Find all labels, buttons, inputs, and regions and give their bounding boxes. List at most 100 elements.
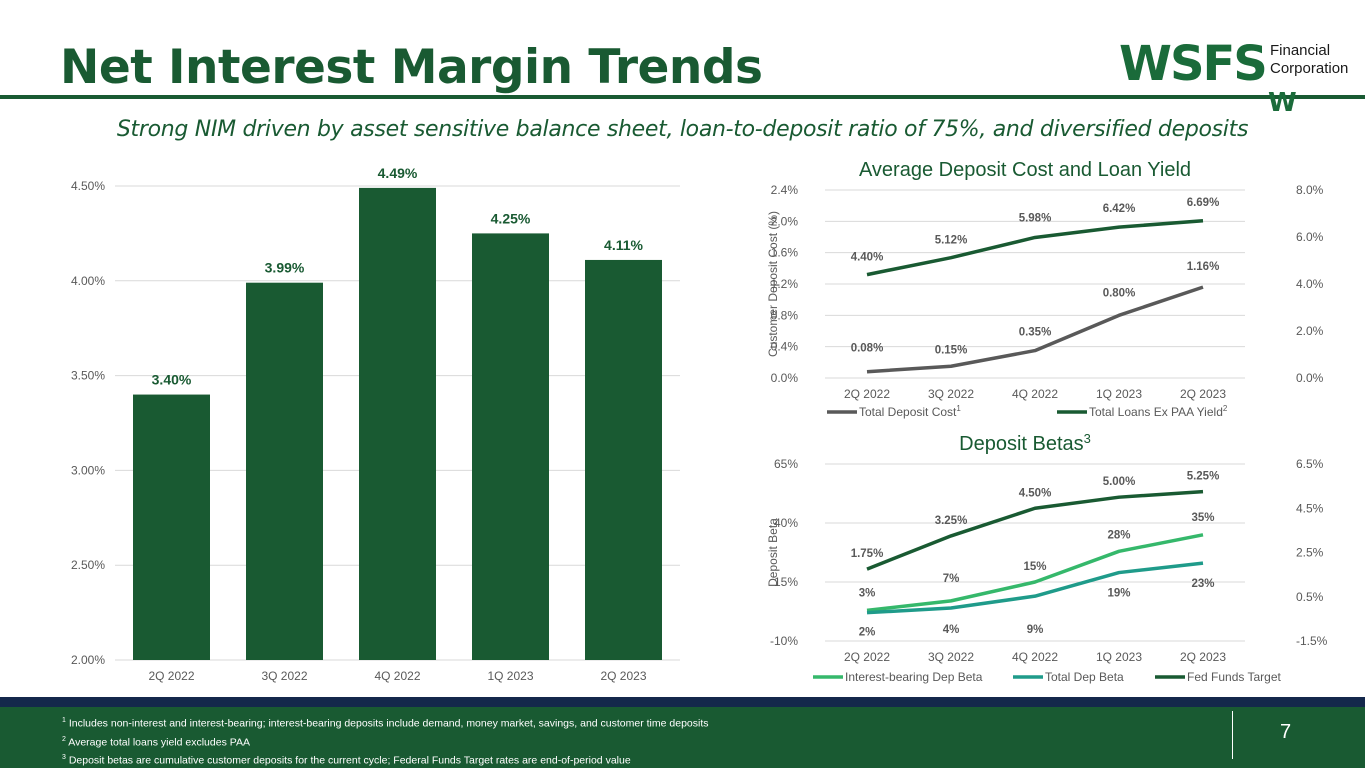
data-label: 7% [943,573,960,585]
x-tick-label: 3Q 2022 [261,669,307,683]
data-label: 9% [1027,624,1044,636]
y2-tick-label: 8.0% [1296,183,1324,197]
x-tick-label: 4Q 2022 [1012,650,1058,664]
data-label: 1.75% [851,548,884,560]
y2-tick-label: 2.5% [1296,546,1324,560]
data-label: 1.16% [1187,261,1220,273]
data-label: 4.40% [851,252,884,264]
x-tick-label: 2Q 2023 [1180,387,1226,401]
y-tick-label: 3.50% [71,369,105,383]
bar-value-label: 3.40% [152,372,192,388]
y-tick-label: 0.8% [771,308,799,322]
legend-label: Total Loans Ex PAA Yield2 [1089,404,1228,419]
x-tick-label: 2Q 2022 [844,387,890,401]
data-label: 2% [859,627,876,639]
logo-symbol: W [1268,88,1297,118]
y-tick-label: 2.0% [771,214,799,228]
bar-value-label: 4.25% [491,210,531,226]
data-label: 3.25% [935,515,968,527]
bar-value-label: 4.11% [604,237,643,253]
x-tick-label: 4Q 2022 [1012,387,1058,401]
bar [246,282,323,660]
title-divider [0,95,1365,99]
y2-tick-label: -1.5% [1296,634,1328,648]
y2-tick-label: 6.0% [1296,230,1324,244]
y-tick-label: 0.0% [771,371,799,385]
x-tick-label: 3Q 2022 [928,650,974,664]
y-tick-label: 65% [774,457,798,471]
y-tick-label: 15% [774,575,798,589]
data-label: 28% [1107,529,1130,541]
y2-tick-label: 4.0% [1296,277,1324,291]
x-tick-label: 3Q 2022 [928,387,974,401]
y-tick-label: 1.6% [771,246,799,260]
bar-value-label: 4.49% [378,165,418,181]
logo-line-2: Corporation [1270,60,1349,77]
footer: 1 Includes non-interest and interest-bea… [0,707,1365,768]
y-tick-label: 3.00% [71,463,105,477]
page-subtitle: Strong NIM driven by asset sensitive bal… [116,117,1249,142]
data-label: 4.50% [1019,487,1052,499]
bar [359,187,436,660]
legend-label: Fed Funds Target [1187,670,1281,684]
y-tick-label: 4.50% [71,179,105,193]
data-label: 5.98% [1019,212,1052,224]
deposit-cost-loan-yield-chart: Average Deposit Cost and Loan Yield 0.0% 0… [766,159,1324,419]
y-tick-label: 2.4% [771,183,799,197]
data-label: 0.80% [1103,287,1136,299]
page-title: Net Interest Margin Trends [60,40,763,95]
footnote-1: 1 Includes non-interest and interest-bea… [62,717,709,730]
x-tick-label: 1Q 2023 [1096,387,1142,401]
company-logo: WSFS Financial Corporation W [1115,40,1355,120]
logo-wordmark: WSFS [1119,36,1268,92]
chart-title: Average Deposit Cost and Loan Yield [859,159,1191,181]
data-label: 0.15% [935,344,968,356]
legend-label: Total Dep Beta [1045,670,1124,684]
data-label: 35% [1191,512,1214,524]
y-tick-label: 0.4% [771,340,799,354]
deposit-betas-chart: Deposit Betas3 -10% 15% 40% 65% -1.5% 0.5% 2.5%… [766,431,1328,684]
y-tick-label: 2.00% [71,653,105,667]
series-line [866,561,1204,615]
data-label: 4% [943,624,960,636]
data-label: 5.00% [1103,476,1136,488]
data-label: 3% [859,587,876,599]
nim-bar-chart: 2.00% 2.50% 3.00% 3.50% 4.00% 4.50% 3.40% 2Q 20… [71,165,680,683]
y-tick-label: 1.2% [771,277,799,291]
logo-subtitle: Financial Corporation [1270,42,1348,78]
footnotes: 1 Includes non-interest and interest-bea… [62,713,709,769]
series-line [866,219,1204,277]
y2-tick-label: 6.5% [1296,457,1324,471]
footnote-3: 3 Deposit betas are cumulative customer … [62,754,631,767]
y2-tick-label: 0.5% [1296,590,1324,604]
y-axis-title: Deposit Beta [766,518,780,587]
bar [585,259,662,660]
y2-tick-label: 0.0% [1296,371,1324,385]
x-tick-label: 4Q 2022 [374,669,420,683]
x-tick-label: 2Q 2022 [844,650,890,664]
data-label: 0.08% [851,343,884,355]
footer-divider [1232,711,1233,759]
data-label: 5.25% [1187,471,1220,483]
x-tick-label: 1Q 2023 [487,669,533,683]
y-tick-label: -10% [770,634,798,648]
x-tick-label: 2Q 2022 [148,669,194,683]
y2-tick-label: 2.0% [1296,324,1324,338]
data-label: 23% [1191,578,1214,590]
data-label: 6.69% [1187,197,1220,209]
page-number: 7 [1280,721,1292,743]
y-axis-title: Customer Deposit Cost (%) [766,211,780,357]
series-line [866,489,1204,571]
x-tick-label: 1Q 2023 [1096,650,1142,664]
y2-tick-label: 4.5% [1296,501,1324,515]
legend-label: Interest-bearing Dep Beta [845,670,983,684]
legend-label: Total Deposit Cost1 [859,404,961,419]
series-line [866,285,1204,374]
data-label: 5.12% [935,235,968,247]
y-tick-label: 40% [774,516,798,530]
data-label: 19% [1107,588,1130,600]
data-label: 6.42% [1103,203,1136,215]
chart-title: Deposit Betas3 [959,431,1091,455]
data-label: 0.35% [1019,327,1052,339]
data-label: 15% [1023,561,1046,573]
